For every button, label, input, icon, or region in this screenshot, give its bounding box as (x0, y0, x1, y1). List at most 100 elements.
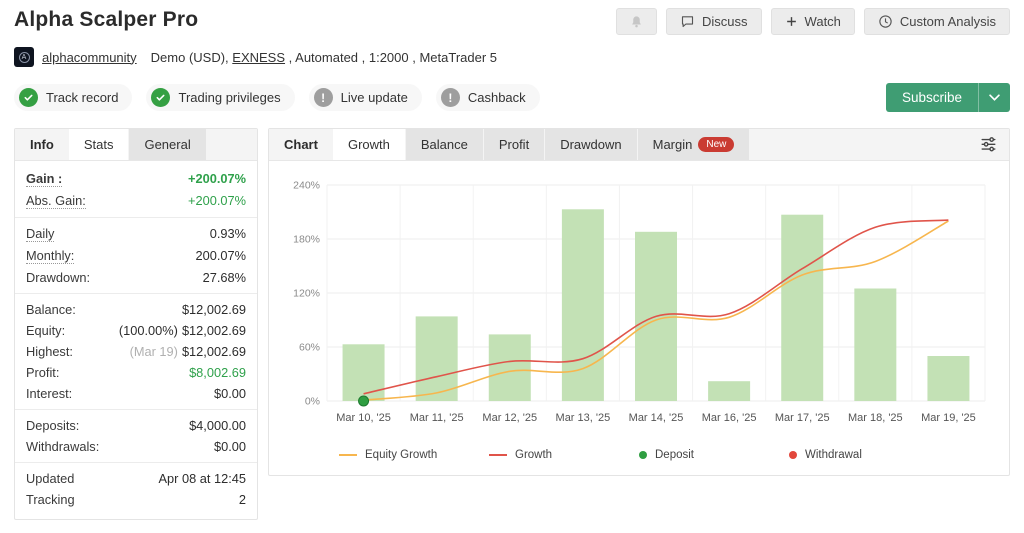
chart-settings-button[interactable] (975, 133, 1001, 157)
stat-row: Tracking 2 (15, 489, 257, 510)
stat-label: Updated (26, 471, 75, 486)
bell-icon (629, 14, 644, 30)
tab-margin[interactable]: Margin New (636, 129, 750, 160)
account-avatar[interactable]: A (14, 47, 34, 67)
account-details: Demo (USD), EXNESS , Automated , 1:2000 … (151, 50, 497, 65)
bar-8 (927, 356, 970, 401)
subscribe-button[interactable]: Subscribe (885, 83, 1010, 112)
stat-label[interactable]: Abs. Gain: (26, 193, 86, 209)
growth-chart-canvas[interactable]: 0% 60% 120% 180% 240% Mar 10, '25 Mar 11, '25 M… (279, 173, 995, 439)
stat-row: Gain : +200.07% (15, 168, 257, 190)
badge-live-update[interactable]: ! Live update (308, 84, 422, 111)
tab-stats[interactable]: Stats (68, 129, 129, 160)
line-growth (363, 219, 949, 395)
chart-panel: Chart Growth Balance Profit Drawdown Mar… (268, 128, 1010, 476)
stat-row: Abs. Gain: +200.07% (15, 190, 257, 212)
stat-row: Highest: (Mar 19) $12,002.69 (15, 341, 257, 362)
account-details-pre: Demo (USD), (150, 49, 233, 65)
stat-label[interactable]: Daily (26, 226, 55, 242)
stat-row: Monthly: 200.07% (15, 245, 257, 267)
stats-section: Updated Apr 08 at 12:45 Tracking 2 (15, 463, 257, 515)
stat-row: Balance: $12,002.69 (15, 299, 257, 320)
x-tick-label: Mar 12, '25 (482, 412, 537, 424)
stat-value: (Mar 19) $12,002.69 (129, 344, 246, 359)
legend-item-deposit[interactable]: Deposit (639, 449, 789, 461)
stat-label: Equity: (26, 323, 66, 338)
stat-value: +200.07% (188, 193, 246, 208)
stat-value: $4,000.00 (189, 418, 246, 433)
stat-row: Profit: $8,002.69 (15, 362, 257, 383)
bar-0 (342, 344, 385, 401)
verification-badges: Track record Trading privileges ! Live u… (14, 84, 886, 111)
tab-balance[interactable]: Balance (404, 129, 483, 160)
tab-general[interactable]: General (128, 129, 206, 160)
stat-row: Deposits: $4,000.00 (15, 415, 257, 436)
x-tick-label: Mar 18, '25 (848, 412, 903, 424)
x-tick-label: Mar 16, '25 (702, 412, 757, 424)
tab-info[interactable]: Info (30, 137, 54, 152)
x-tick-label: Mar 19, '25 (921, 412, 976, 424)
notification-bell-button[interactable] (616, 8, 658, 35)
tab-drawdown[interactable]: Drawdown (544, 129, 637, 160)
stats-section: Balance: $12,002.69 Equity: (100.00%) $12,00… (15, 294, 257, 410)
bar-5 (708, 381, 751, 401)
stat-row: Drawdown: 27.68% (15, 267, 257, 288)
account-owner-link[interactable]: alphacommunity (42, 49, 137, 65)
stat-value: $8,002.69 (189, 365, 246, 380)
chevron-down-icon[interactable] (978, 83, 1010, 112)
stats-body: Gain : +200.07% Abs. Gain: +200.07% Daily 0.9… (15, 161, 257, 519)
stat-row: Interest: $0.00 (15, 383, 257, 404)
header-actions: Discuss Watch Custom Analysis (616, 8, 1010, 35)
stat-label: Drawdown: (26, 270, 91, 285)
stat-row: Equity: (100.00%) $12,002.69 (15, 320, 257, 341)
x-tick-label: Mar 13, '25 (556, 412, 611, 424)
check-icon (151, 88, 171, 107)
stat-value-prefix: (100.00%) (118, 323, 178, 338)
stats-tabbar: Info Stats General (15, 129, 257, 161)
stat-label: Highest: (26, 344, 73, 359)
legend-item-withdrawal[interactable]: Withdrawal (789, 449, 939, 461)
badge-trading-privileges[interactable]: Trading privileges (146, 84, 295, 111)
tab-growth[interactable]: Growth (332, 129, 405, 160)
bar-6 (781, 214, 824, 401)
stat-label[interactable]: Gain : (26, 171, 63, 187)
legend-item-growth[interactable]: Growth (489, 449, 639, 461)
speech-bubble-icon (680, 14, 695, 29)
custom-analysis-button[interactable]: Custom Analysis (863, 8, 1010, 35)
bar-7 (854, 288, 897, 401)
watch-button[interactable]: Watch (770, 8, 855, 35)
chart-tabbar: Chart Growth Balance Profit Drawdown Mar… (269, 129, 1009, 161)
stat-value: (100.00%) $12,002.69 (118, 323, 246, 338)
stat-label: Tracking (26, 492, 75, 507)
legend-label: Equity Growth (365, 449, 438, 461)
tab-profit[interactable]: Profit (482, 129, 545, 160)
discuss-button[interactable]: Discuss (666, 8, 762, 35)
stat-label[interactable]: Monthly: (26, 248, 75, 264)
broker-link[interactable]: EXNESS (232, 49, 286, 65)
stat-value: 27.68% (202, 270, 246, 285)
stat-value: +200.07% (188, 171, 246, 186)
stats-section: Daily 0.93% Monthly: 200.07% Drawdown: 27.68% (15, 218, 257, 294)
new-badge: New (698, 137, 735, 152)
badge-label: Live update (340, 90, 408, 105)
tab-margin-label: Margin (652, 137, 693, 152)
y-tick-label: 180% (293, 234, 320, 246)
stat-value-prefix: (Mar 19) (129, 344, 178, 359)
stat-label: Withdrawals: (26, 439, 100, 454)
stat-value: $0.00 (213, 439, 246, 454)
y-tick-label: 0% (305, 396, 320, 408)
badge-label: Trading privileges (178, 90, 281, 105)
subscribe-label: Subscribe (901, 90, 962, 105)
y-tick-label: 240% (293, 180, 320, 192)
marker-deposit (358, 395, 370, 407)
badge-label: Cashback (467, 90, 526, 105)
x-tick-label: Mar 10, '25 (336, 412, 391, 424)
growth-chart[interactable]: 0% 60% 120% 180% 240% Mar 10, '25 Mar 11, '25 M… (269, 161, 1009, 475)
page-title: Alpha Scalper Pro (14, 8, 199, 31)
stat-label: Deposits: (26, 418, 80, 433)
legend-item-equity-growth[interactable]: Equity Growth (339, 449, 489, 461)
badge-track-record[interactable]: Track record (14, 84, 133, 111)
badge-cashback[interactable]: ! Cashback (435, 84, 540, 111)
stat-label: Profit: (26, 365, 60, 380)
tab-chart[interactable]: Chart (284, 137, 318, 152)
